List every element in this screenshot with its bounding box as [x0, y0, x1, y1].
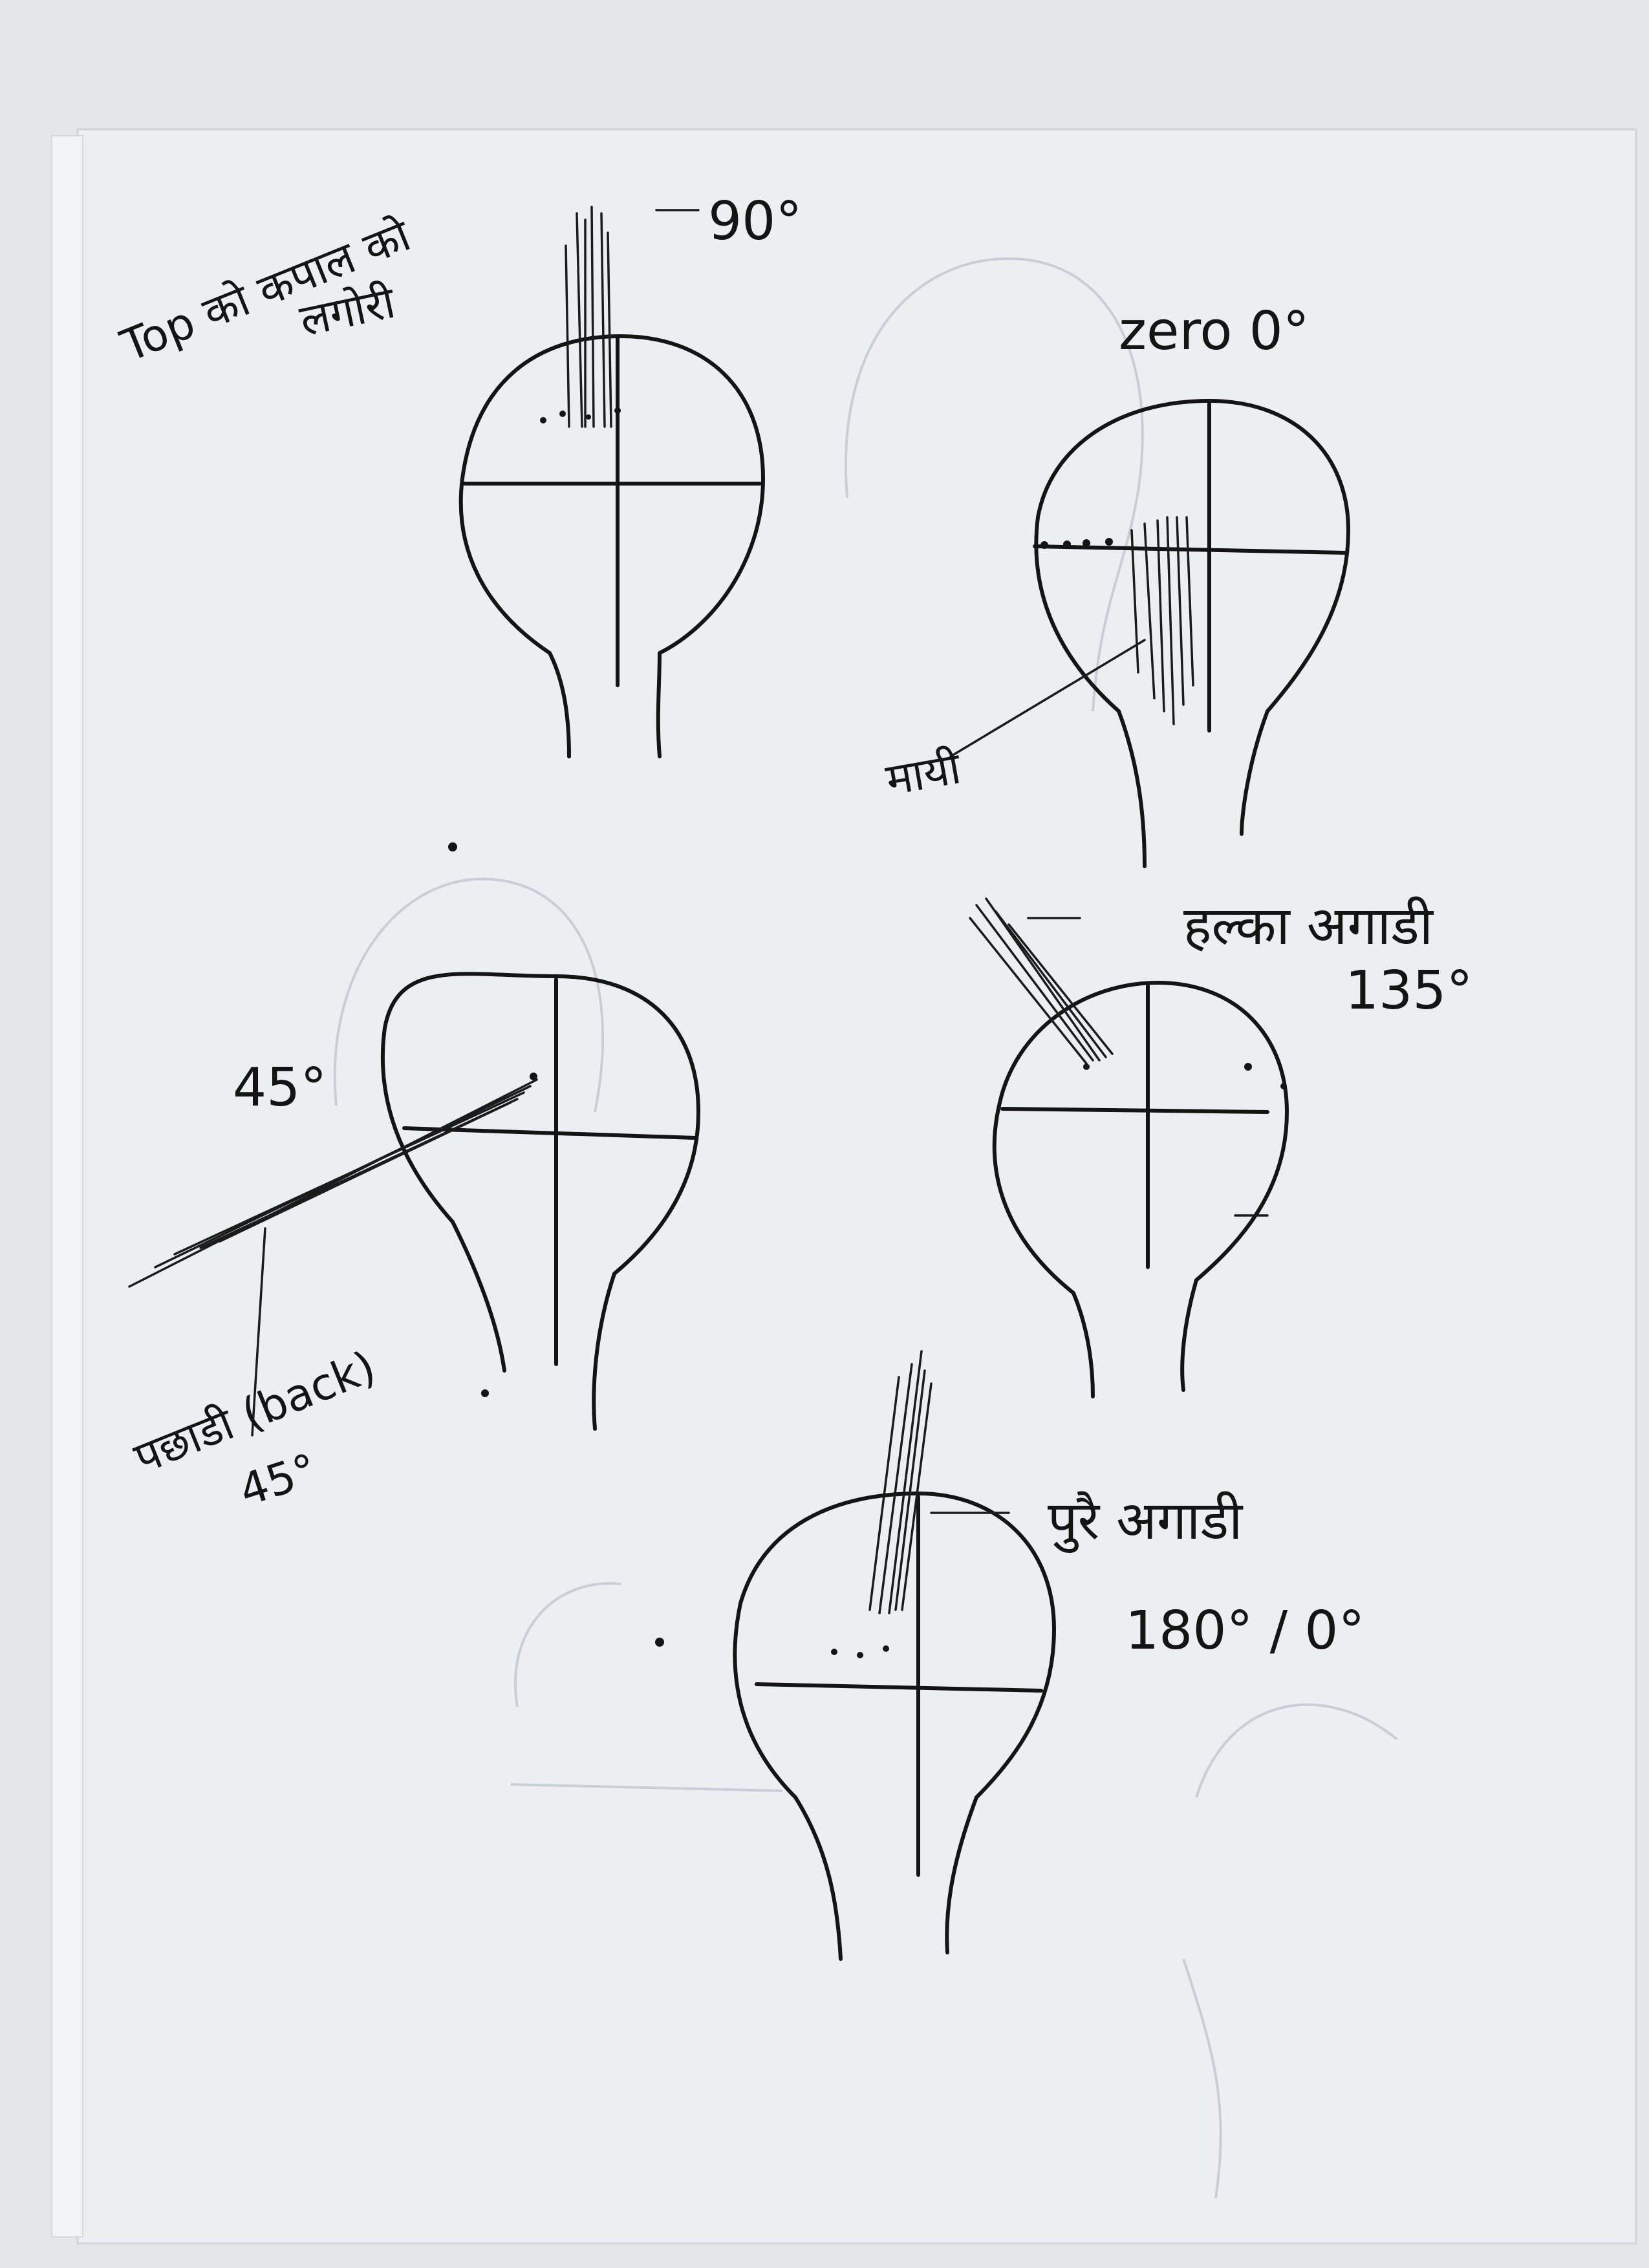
- hair-strands-falling: [1130, 516, 1194, 725]
- label-180-degrees: 180° / 0°: [1125, 1600, 1364, 1662]
- hair-strands-forward-angle: [969, 897, 1114, 1065]
- hair-strands-upright: [868, 1350, 932, 1614]
- label-90-degrees: 90°: [708, 191, 802, 252]
- paper-page: [76, 128, 1637, 2245]
- head-diagram-back-45: [128, 842, 700, 1437]
- label-purai-agadi: पुरै अगाडी: [1048, 1490, 1244, 1553]
- label-zero-degrees: zero 0°: [1119, 301, 1310, 362]
- head-diagram-zero: [949, 399, 1350, 868]
- head-diagram-top-90: [458, 206, 765, 758]
- label-halka-agadi: हल्का अगाडी: [1183, 895, 1434, 957]
- hair-strands-vertical: [565, 206, 612, 428]
- label-135-degrees: 135°: [1345, 960, 1473, 1022]
- head-diagram-front-135: [969, 897, 1289, 1398]
- ghost-marks: [333, 257, 1398, 2199]
- head-diagram-front-180: [655, 1350, 1056, 1961]
- hair-strands-back-angle: [128, 1078, 538, 1288]
- page-edge: [51, 135, 83, 2238]
- label-45-degrees: 45°: [233, 1057, 327, 1118]
